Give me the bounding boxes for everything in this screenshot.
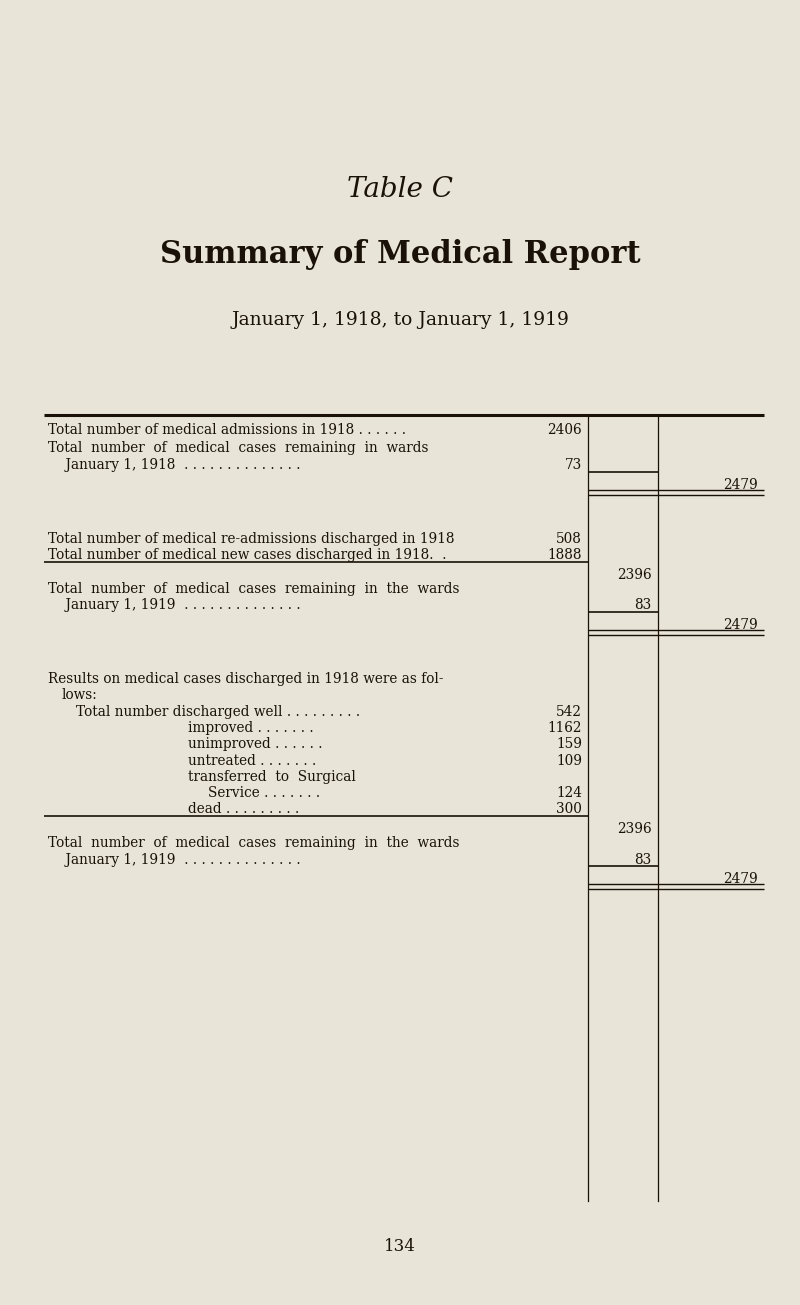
Text: 300: 300 (556, 803, 582, 817)
Text: January 1, 1918  . . . . . . . . . . . . . .: January 1, 1918 . . . . . . . . . . . . … (48, 458, 301, 472)
Text: Total  number  of  medical  cases  remaining  in  the  wards: Total number of medical cases remaining … (48, 837, 459, 851)
Text: dead . . . . . . . . .: dead . . . . . . . . . (188, 803, 299, 817)
Text: 2396: 2396 (617, 822, 651, 837)
Text: improved . . . . . . .: improved . . . . . . . (188, 722, 314, 735)
Text: 124: 124 (556, 786, 582, 800)
Text: Results on medical cases discharged in 1918 were as fol-: Results on medical cases discharged in 1… (48, 672, 443, 686)
Text: Table C: Table C (347, 176, 453, 202)
Text: lows:: lows: (62, 688, 98, 702)
Text: Total number of medical new cases discharged in 1918.  .: Total number of medical new cases discha… (48, 548, 446, 562)
Text: 109: 109 (556, 754, 582, 767)
Text: Total number discharged well . . . . . . . . .: Total number discharged well . . . . . .… (76, 705, 360, 719)
Text: January 1, 1918, to January 1, 1919: January 1, 1918, to January 1, 1919 (231, 311, 569, 329)
Text: January 1, 1919  . . . . . . . . . . . . . .: January 1, 1919 . . . . . . . . . . . . … (48, 598, 301, 612)
Text: Total number of medical re-admissions discharged in 1918: Total number of medical re-admissions di… (48, 531, 454, 545)
Text: 542: 542 (556, 705, 582, 719)
Text: 134: 134 (384, 1237, 416, 1255)
Text: 1162: 1162 (547, 722, 582, 735)
Text: Total  number  of  medical  cases  remaining  in  the  wards: Total number of medical cases remaining … (48, 582, 459, 595)
Text: 2479: 2479 (723, 617, 758, 632)
Text: 2479: 2479 (723, 873, 758, 886)
Text: transferred  to  Surgical: transferred to Surgical (188, 770, 356, 784)
Text: 1888: 1888 (547, 548, 582, 562)
Text: 73: 73 (565, 458, 582, 472)
Text: unimproved . . . . . .: unimproved . . . . . . (188, 737, 322, 752)
Text: 2396: 2396 (617, 568, 651, 582)
Text: 508: 508 (556, 531, 582, 545)
Text: 159: 159 (556, 737, 582, 752)
Text: Total number of medical admissions in 1918 . . . . . .: Total number of medical admissions in 19… (48, 423, 406, 437)
Text: 2479: 2479 (723, 478, 758, 492)
Text: January 1, 1919  . . . . . . . . . . . . . .: January 1, 1919 . . . . . . . . . . . . … (48, 852, 301, 867)
Text: Service . . . . . . .: Service . . . . . . . (208, 786, 320, 800)
Text: 83: 83 (634, 598, 651, 612)
Text: Summary of Medical Report: Summary of Medical Report (160, 239, 640, 270)
Text: 2406: 2406 (547, 423, 582, 437)
Text: untreated . . . . . . .: untreated . . . . . . . (188, 754, 316, 767)
Text: Total  number  of  medical  cases  remaining  in  wards: Total number of medical cases remaining … (48, 441, 429, 455)
Text: 83: 83 (634, 852, 651, 867)
